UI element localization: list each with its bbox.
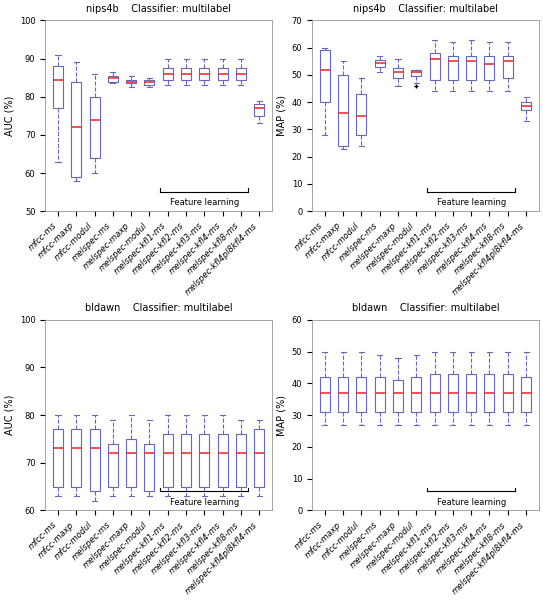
PathPatch shape <box>90 97 99 158</box>
Text: Feature learning: Feature learning <box>169 497 239 506</box>
Text: Feature learning: Feature learning <box>437 199 506 208</box>
PathPatch shape <box>356 377 367 412</box>
PathPatch shape <box>375 377 385 412</box>
PathPatch shape <box>320 377 330 412</box>
Title: nips4b    Classifier: multilabel: nips4b Classifier: multilabel <box>353 4 498 14</box>
PathPatch shape <box>71 430 81 487</box>
PathPatch shape <box>466 56 476 80</box>
PathPatch shape <box>181 434 191 487</box>
PathPatch shape <box>108 444 118 487</box>
PathPatch shape <box>393 68 403 77</box>
PathPatch shape <box>236 434 246 487</box>
PathPatch shape <box>90 430 99 491</box>
PathPatch shape <box>484 56 495 80</box>
PathPatch shape <box>254 104 264 116</box>
Title: bldawn    Classifier: multilabel: bldawn Classifier: multilabel <box>85 304 232 313</box>
PathPatch shape <box>199 434 210 487</box>
PathPatch shape <box>126 439 136 487</box>
PathPatch shape <box>320 50 330 102</box>
Y-axis label: AUC (%): AUC (%) <box>4 95 14 136</box>
PathPatch shape <box>448 56 458 80</box>
Y-axis label: MAP (%): MAP (%) <box>276 95 286 136</box>
PathPatch shape <box>521 377 531 412</box>
PathPatch shape <box>466 374 476 412</box>
PathPatch shape <box>218 68 228 80</box>
PathPatch shape <box>218 434 228 487</box>
PathPatch shape <box>430 53 440 80</box>
PathPatch shape <box>356 94 367 135</box>
Text: Feature learning: Feature learning <box>169 199 239 208</box>
PathPatch shape <box>181 68 191 80</box>
PathPatch shape <box>521 102 531 110</box>
PathPatch shape <box>53 430 63 487</box>
PathPatch shape <box>71 82 81 177</box>
PathPatch shape <box>375 60 385 67</box>
PathPatch shape <box>411 70 421 76</box>
PathPatch shape <box>163 68 173 80</box>
PathPatch shape <box>144 444 154 491</box>
PathPatch shape <box>338 75 348 146</box>
PathPatch shape <box>144 80 154 85</box>
PathPatch shape <box>236 68 246 80</box>
PathPatch shape <box>484 374 495 412</box>
Title: bldawn    Classifier: multilabel: bldawn Classifier: multilabel <box>352 304 499 313</box>
PathPatch shape <box>448 374 458 412</box>
PathPatch shape <box>108 76 118 82</box>
PathPatch shape <box>503 56 513 77</box>
Title: nips4b    Classifier: multilabel: nips4b Classifier: multilabel <box>86 4 231 14</box>
PathPatch shape <box>430 374 440 412</box>
PathPatch shape <box>393 380 403 412</box>
Text: Feature learning: Feature learning <box>437 497 506 506</box>
Y-axis label: AUC (%): AUC (%) <box>4 395 14 436</box>
PathPatch shape <box>53 66 63 108</box>
PathPatch shape <box>503 374 513 412</box>
PathPatch shape <box>126 80 136 83</box>
Y-axis label: MAP (%): MAP (%) <box>276 395 286 436</box>
PathPatch shape <box>338 377 348 412</box>
PathPatch shape <box>163 434 173 487</box>
PathPatch shape <box>411 377 421 412</box>
PathPatch shape <box>199 68 210 80</box>
PathPatch shape <box>254 430 264 487</box>
